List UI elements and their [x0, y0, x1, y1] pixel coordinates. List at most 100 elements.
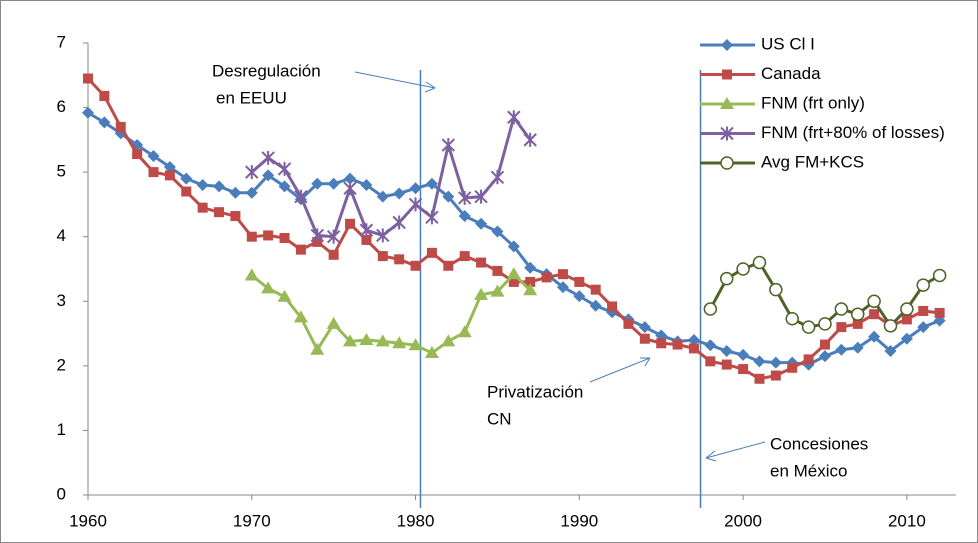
point — [148, 167, 159, 178]
point — [394, 254, 405, 265]
point — [900, 332, 913, 345]
y-tick-label: 6 — [57, 97, 66, 116]
x-tick-label: 1970 — [233, 511, 271, 530]
point — [491, 225, 504, 238]
point — [361, 234, 372, 245]
point — [164, 170, 175, 181]
y-tick-label: 4 — [57, 226, 66, 245]
point — [376, 190, 389, 203]
point — [311, 177, 324, 190]
point — [375, 334, 390, 347]
point — [474, 189, 488, 204]
point — [769, 356, 782, 369]
point — [769, 282, 783, 297]
x-tick-label: 2010 — [888, 511, 926, 530]
point — [244, 268, 259, 281]
legend-marker-shape — [720, 156, 734, 170]
point — [541, 272, 552, 283]
point — [490, 284, 505, 297]
point — [310, 342, 325, 355]
legend-marker — [720, 97, 734, 109]
point — [869, 309, 880, 320]
point — [82, 106, 94, 119]
point — [917, 321, 930, 334]
point — [277, 289, 292, 302]
point — [409, 182, 422, 195]
point — [836, 322, 847, 333]
point — [163, 160, 176, 173]
point — [230, 211, 241, 222]
point — [557, 269, 568, 280]
point — [295, 244, 306, 255]
point — [753, 355, 766, 368]
point — [392, 215, 406, 230]
point — [277, 161, 292, 176]
point — [197, 202, 208, 213]
annotation: Privatización — [487, 382, 583, 401]
legend-marker-shape — [721, 39, 733, 51]
point — [934, 307, 945, 318]
legend-marker — [720, 126, 734, 141]
point — [819, 339, 830, 350]
point — [443, 260, 454, 271]
point — [656, 338, 667, 349]
point — [490, 170, 505, 185]
point — [867, 294, 881, 309]
point — [213, 180, 226, 193]
point — [426, 247, 437, 258]
point — [441, 138, 456, 153]
point — [326, 316, 341, 329]
point — [932, 268, 947, 283]
point — [115, 121, 126, 132]
legend-label: Canada — [761, 64, 821, 83]
point — [704, 339, 717, 352]
annotation-arrow — [354, 71, 436, 89]
annotation: en EEUU — [216, 88, 287, 107]
point — [868, 330, 881, 343]
legend-label: FNM (frt+80% of losses) — [761, 123, 945, 142]
point — [246, 231, 257, 242]
y-tick-label: 2 — [57, 355, 66, 374]
point — [99, 90, 110, 101]
point — [147, 150, 160, 162]
legend-marker — [721, 39, 733, 51]
y-tick-label: 1 — [57, 420, 66, 439]
point — [523, 132, 537, 147]
point — [359, 333, 374, 346]
point — [523, 283, 538, 296]
point — [787, 362, 798, 373]
point — [705, 356, 716, 367]
annotation: en México — [770, 461, 847, 480]
y-tick-label: 3 — [57, 291, 66, 310]
point — [393, 187, 406, 200]
point — [457, 190, 472, 205]
point — [737, 348, 750, 361]
point — [736, 262, 750, 276]
point — [261, 281, 276, 294]
point — [850, 307, 865, 321]
y-tick-label: 7 — [57, 32, 66, 51]
y-tick-label: 0 — [57, 484, 66, 503]
point — [738, 364, 749, 375]
annotation-arrow-head — [705, 450, 717, 462]
point — [884, 345, 897, 358]
point — [360, 179, 373, 192]
legend-label: US Cl I — [761, 34, 815, 53]
point — [425, 210, 439, 225]
point — [229, 186, 242, 199]
point — [279, 233, 290, 244]
x-tick-label: 1990 — [560, 511, 598, 530]
point — [672, 339, 683, 350]
point — [574, 276, 585, 287]
point — [359, 223, 374, 238]
point — [719, 271, 734, 286]
legend-label: Avg FM+KCS — [761, 152, 864, 171]
point — [589, 299, 602, 312]
point — [721, 359, 732, 370]
point — [261, 150, 275, 165]
point — [343, 181, 357, 196]
point — [245, 186, 258, 199]
point — [343, 334, 358, 347]
